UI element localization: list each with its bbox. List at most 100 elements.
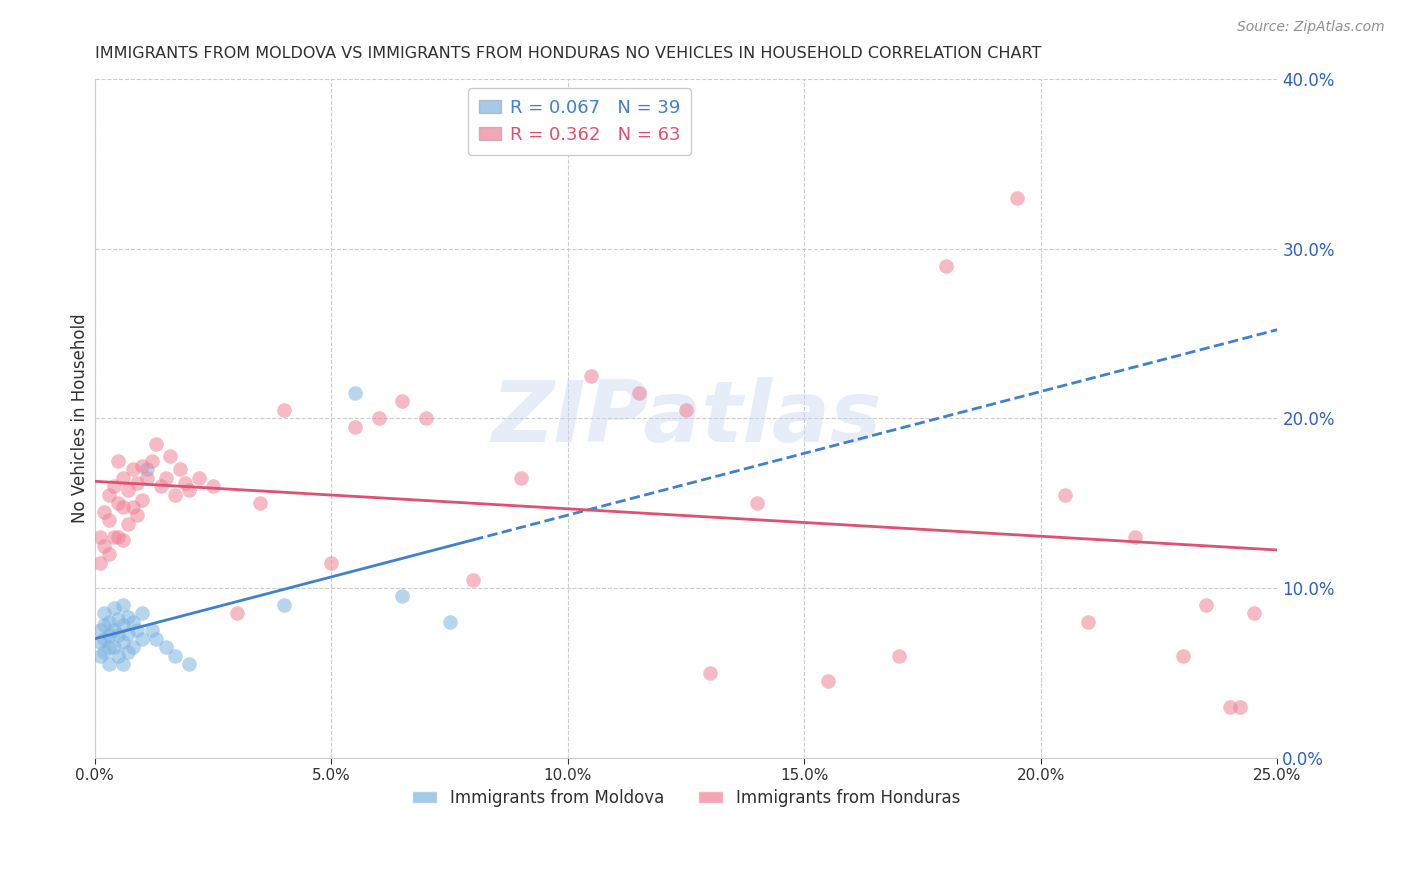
Point xyxy=(581,368,603,383)
Point xyxy=(225,607,247,621)
Y-axis label: No Vehicles in Household: No Vehicles in Household xyxy=(72,313,89,524)
Point xyxy=(89,648,111,663)
Point xyxy=(169,462,191,476)
Point xyxy=(98,488,121,502)
Point xyxy=(131,607,153,621)
Point xyxy=(1171,648,1194,663)
Point xyxy=(107,628,129,642)
Point xyxy=(117,645,139,659)
Point xyxy=(127,624,149,638)
Point xyxy=(98,657,121,672)
Point xyxy=(107,648,129,663)
Point xyxy=(98,640,121,655)
Point xyxy=(1005,191,1028,205)
Point xyxy=(533,114,555,128)
Point xyxy=(343,420,366,434)
Point xyxy=(249,496,271,510)
Point xyxy=(391,394,413,409)
Point xyxy=(89,624,111,638)
Point xyxy=(391,590,413,604)
Point xyxy=(112,500,135,514)
Point xyxy=(135,462,157,476)
Point xyxy=(107,454,129,468)
Point xyxy=(112,635,135,649)
Point xyxy=(1219,699,1241,714)
Point xyxy=(463,573,485,587)
Point xyxy=(439,615,461,629)
Point xyxy=(202,479,225,493)
Point xyxy=(103,601,125,615)
Point xyxy=(103,624,125,638)
Point xyxy=(117,627,139,641)
Point xyxy=(817,674,839,689)
Text: Source: ZipAtlas.com: Source: ZipAtlas.com xyxy=(1237,20,1385,34)
Point xyxy=(93,607,115,621)
Point xyxy=(135,471,157,485)
Point xyxy=(93,618,115,632)
Point xyxy=(1053,488,1076,502)
Point xyxy=(509,471,531,485)
Point xyxy=(145,632,167,646)
Point xyxy=(127,475,149,490)
Point xyxy=(745,496,768,510)
Point xyxy=(935,259,957,273)
Point xyxy=(121,615,143,629)
Point xyxy=(98,547,121,561)
Point xyxy=(107,611,129,625)
Point xyxy=(93,539,115,553)
Point xyxy=(112,598,135,612)
Point xyxy=(103,640,125,655)
Point xyxy=(112,657,135,672)
Point xyxy=(165,488,187,502)
Point xyxy=(699,665,721,680)
Point xyxy=(93,645,115,659)
Point xyxy=(155,640,177,655)
Point xyxy=(165,648,187,663)
Point xyxy=(141,624,163,638)
Point xyxy=(127,508,149,522)
Point xyxy=(273,402,295,417)
Point xyxy=(367,411,389,425)
Point xyxy=(121,640,143,655)
Text: ZIPatlas: ZIPatlas xyxy=(491,376,882,460)
Point xyxy=(155,471,177,485)
Point xyxy=(1077,615,1099,629)
Point xyxy=(103,530,125,544)
Point xyxy=(117,610,139,624)
Legend: Immigrants from Moldova, Immigrants from Honduras: Immigrants from Moldova, Immigrants from… xyxy=(405,782,967,814)
Point xyxy=(121,462,143,476)
Point xyxy=(131,632,153,646)
Point xyxy=(173,475,195,490)
Point xyxy=(179,483,201,497)
Point xyxy=(121,500,143,514)
Point xyxy=(627,385,650,400)
Point xyxy=(98,513,121,527)
Point xyxy=(89,635,111,649)
Point xyxy=(887,648,910,663)
Point xyxy=(415,411,437,425)
Point xyxy=(98,628,121,642)
Point xyxy=(1125,530,1147,544)
Point xyxy=(321,556,343,570)
Point xyxy=(675,402,697,417)
Point xyxy=(107,530,129,544)
Point xyxy=(159,449,181,463)
Point xyxy=(112,533,135,548)
Point xyxy=(89,556,111,570)
Point xyxy=(150,479,173,493)
Point xyxy=(89,530,111,544)
Point xyxy=(112,618,135,632)
Point xyxy=(131,458,153,473)
Point xyxy=(1195,598,1218,612)
Point xyxy=(93,505,115,519)
Point xyxy=(117,516,139,531)
Point xyxy=(1229,699,1251,714)
Point xyxy=(141,454,163,468)
Point xyxy=(103,479,125,493)
Point xyxy=(1243,607,1265,621)
Point xyxy=(131,492,153,507)
Point xyxy=(179,657,201,672)
Point xyxy=(107,496,129,510)
Point xyxy=(98,615,121,629)
Point xyxy=(145,437,167,451)
